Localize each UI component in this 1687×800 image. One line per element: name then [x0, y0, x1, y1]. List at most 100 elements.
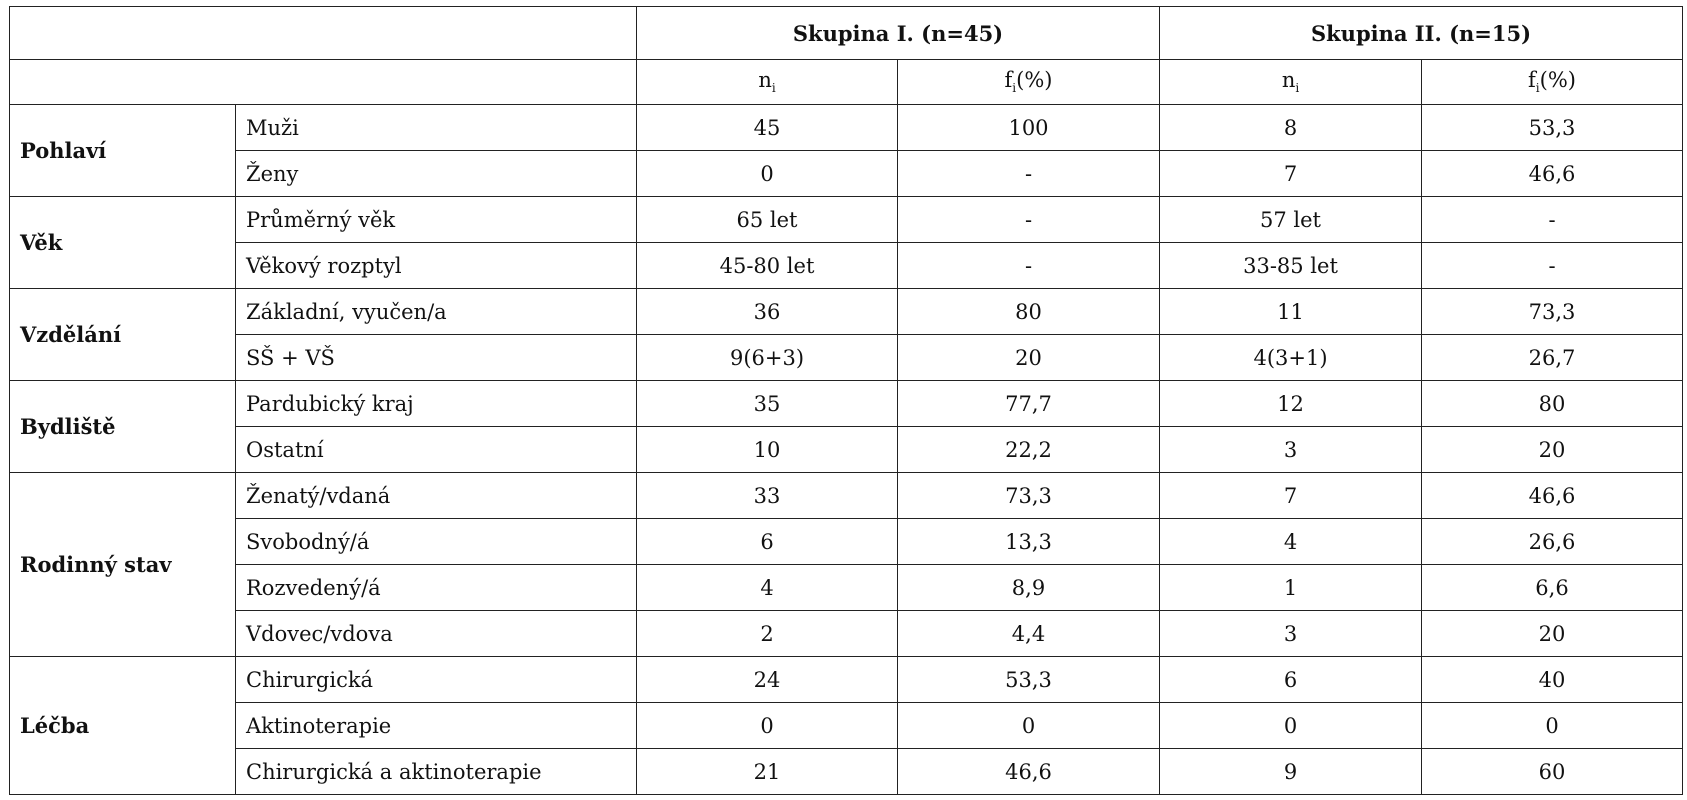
section-label: Bydliště	[9, 380, 236, 473]
cell-value: -	[897, 242, 1160, 289]
cell-value: 20	[897, 334, 1160, 381]
row-label: Muži	[235, 104, 637, 151]
row-label: Ostatní	[235, 426, 637, 473]
cell-value: 36	[636, 288, 898, 335]
cell-value: 0	[1159, 702, 1422, 749]
data-row: Vdovec/vdova 2 4,4 3 20	[10, 610, 1683, 657]
cell-value: 53,3	[897, 656, 1160, 703]
subheader-row: ni fi(%) ni fi(%)	[9, 59, 1683, 105]
cell-value: 65 let	[636, 196, 898, 243]
cell-value: 21	[636, 748, 898, 795]
cell-value: -	[897, 196, 1160, 243]
cell-value: -	[1421, 196, 1683, 243]
section-label: Pohlaví	[9, 104, 236, 197]
row-label: Průměrný věk	[235, 196, 637, 243]
cell-value: 4,4	[897, 610, 1160, 657]
cell-value: -	[1421, 242, 1683, 289]
cell-value: 2	[636, 610, 898, 657]
cell-value: 0	[1421, 702, 1683, 749]
data-row: Ostatní 10 22,2 3 20	[10, 426, 1683, 473]
cell-value: 6,6	[1421, 564, 1683, 611]
cell-value: 12	[1159, 380, 1422, 427]
cell-value: 8	[1159, 104, 1422, 151]
data-row: Věk Průměrný věk 65 let -57 let -	[9, 196, 1683, 289]
cell-value: 33	[636, 472, 898, 519]
cell-value: 6	[1159, 656, 1422, 703]
cell-value: 100	[897, 104, 1160, 151]
cell-value: 45	[636, 104, 898, 151]
data-row: Rodinný stav Ženatý/vdaná 33 73,3 7 46,6	[9, 472, 1683, 657]
cell-value: 46,6	[1421, 150, 1683, 197]
cell-value: 20	[1421, 610, 1683, 657]
cell-value: 24	[636, 656, 898, 703]
cell-value: 11	[1159, 288, 1422, 335]
cell-value: 4	[636, 564, 898, 611]
data-row: Bydliště Pardubický kraj 35 77,7 12 80	[9, 380, 1683, 473]
cell-value: 3	[1159, 426, 1422, 473]
data-row: SŠ + VŠ 9(6+3) 20 4(3+1) 26,7	[10, 334, 1683, 381]
subheader-main: n	[758, 68, 772, 93]
data-row: Léčba Chirurgická 24 53,3 6 40	[9, 656, 1683, 795]
cell-value: 3	[1159, 610, 1422, 657]
cell-value: 9	[1159, 748, 1422, 795]
subheader-sub: i	[1295, 81, 1300, 96]
cell-value: 73,3	[1421, 288, 1683, 335]
section-label: Rodinný stav	[9, 472, 236, 657]
row-label: Svobodný/á	[235, 518, 637, 565]
subheader-main: f	[1528, 68, 1536, 93]
cell-value: 0	[636, 702, 898, 749]
row-label: Aktinoterapie	[235, 702, 637, 749]
corner-cell	[9, 6, 637, 60]
subheader: fi(%)	[1421, 59, 1683, 105]
cell-value: 10	[636, 426, 898, 473]
cell-value: 9(6+3)	[636, 334, 898, 381]
cell-value: 53,3	[1421, 104, 1683, 151]
subheader-main: n	[1281, 68, 1296, 93]
cell-value: 46,6	[1421, 472, 1683, 519]
cell-value: 46,6	[897, 748, 1160, 795]
cell-value: 20	[1421, 426, 1683, 473]
row-label: Chirurgická	[235, 656, 637, 703]
cell-value: 26,7	[1421, 334, 1683, 381]
row-label: Ženatý/vdaná	[235, 472, 637, 519]
cell-value: 22,2	[897, 426, 1160, 473]
row-label: Pardubický kraj	[235, 380, 637, 427]
row-label: SŠ + VŠ	[235, 334, 637, 381]
data-row: Pohlaví Muži 45 100 8 53,3	[9, 104, 1683, 197]
subheader-suffix: (%)	[1016, 68, 1053, 93]
cell-value: 8,9	[897, 564, 1160, 611]
cell-value: 4(3+1)	[1159, 334, 1422, 381]
data-row: Svobodný/á 6 13,3 4 26,6	[10, 518, 1683, 565]
data-row: Ženy 0-7 46,6	[10, 150, 1683, 197]
section-label: Vzdělání	[9, 288, 236, 381]
cell-value: 13,3	[897, 518, 1160, 565]
data-row: Chirurgická a aktinoterapie 21 46,6 9 60	[10, 748, 1683, 795]
subheader-suffix: (%)	[1539, 68, 1576, 93]
header-row: Skupina I. (n=45) Skupina II. (n=15)	[9, 6, 1683, 60]
table-body: Skupina I. (n=45) Skupina II. (n=15) ni fi(…	[9, 6, 1683, 795]
section-label: Léčba	[9, 656, 236, 795]
group-header: Skupina I. (n=45)	[636, 6, 1160, 60]
subheader: ni	[1159, 59, 1422, 105]
cell-value: 26,6	[1421, 518, 1683, 565]
cell-value: 40	[1421, 656, 1683, 703]
cell-value: 57 let	[1159, 196, 1422, 243]
cell-value: 6	[636, 518, 898, 565]
data-row: Věkový rozptyl 45-80 let -33-85 let -	[10, 242, 1683, 289]
corner-cell	[9, 59, 637, 105]
data-table: Skupina I. (n=45) Skupina II. (n=15) ni fi(…	[9, 6, 1683, 795]
row-label: Chirurgická a aktinoterapie	[235, 748, 637, 795]
subheader: fi(%)	[897, 59, 1160, 105]
cell-value: 0	[636, 150, 898, 197]
subheader-sub: i	[771, 81, 776, 96]
subheader-sub: i	[1535, 81, 1540, 96]
cell-value: 45-80 let	[636, 242, 898, 289]
cell-value: 80	[1421, 380, 1683, 427]
cell-value: 60	[1421, 748, 1683, 795]
data-row: Rozvedený/á 4 8,9 1 6,6	[10, 564, 1683, 611]
subheader-sub: i	[1012, 81, 1017, 96]
subheader-main: f	[1004, 68, 1013, 93]
row-label: Vdovec/vdova	[235, 610, 637, 657]
cell-value: -	[897, 150, 1160, 197]
